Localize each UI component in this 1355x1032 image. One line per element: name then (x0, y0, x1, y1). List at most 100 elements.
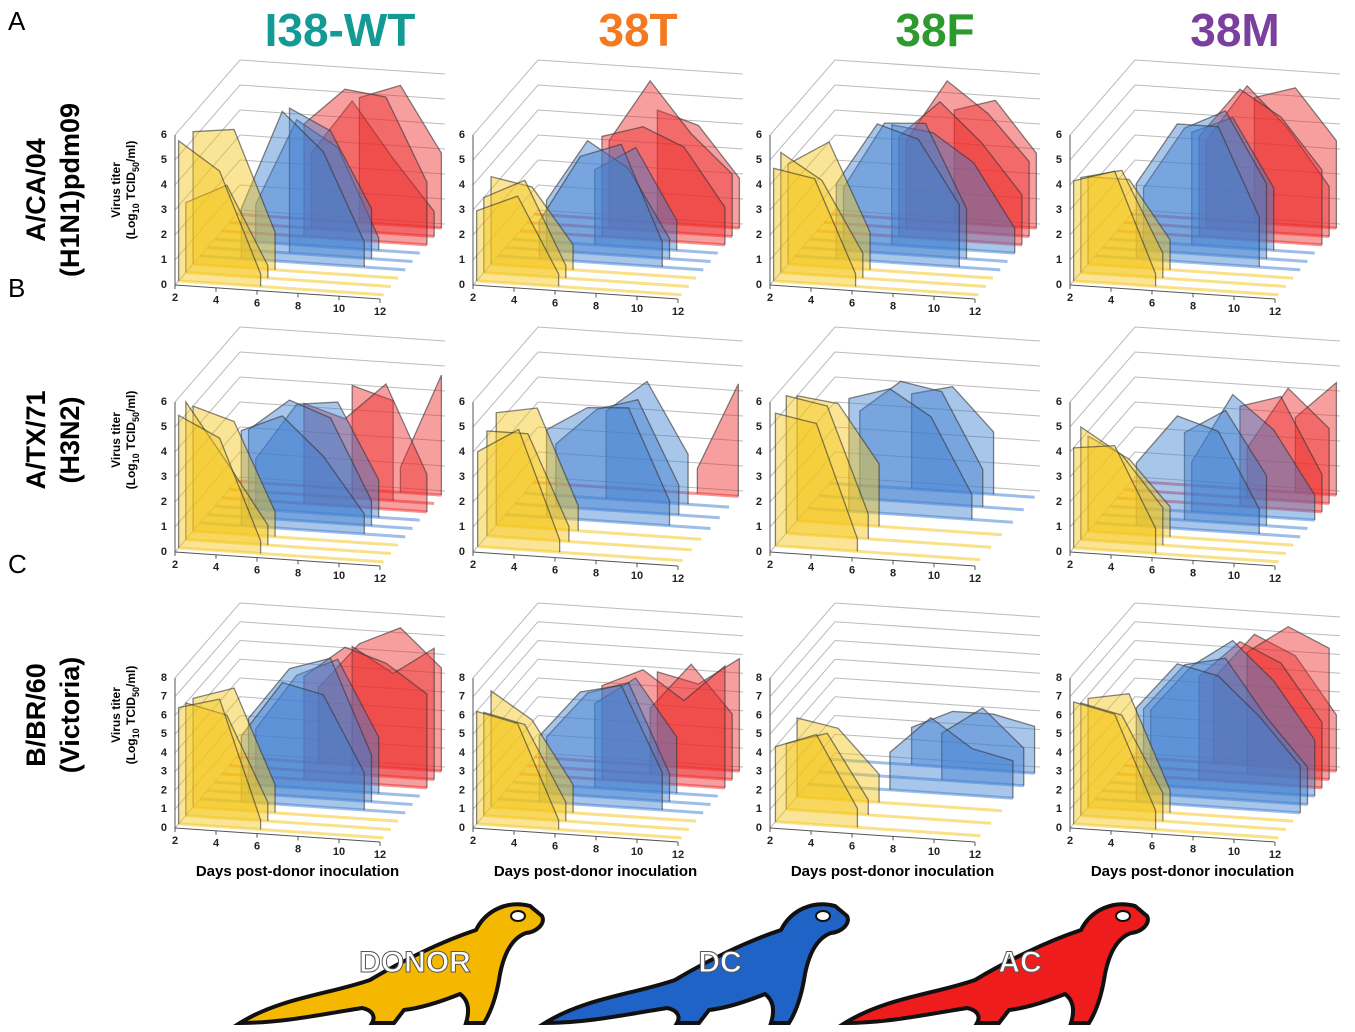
y-axis-label-part: /ml) (124, 666, 138, 687)
column-title: 38M (1190, 4, 1279, 56)
legend-label: AC (998, 946, 1041, 979)
x-tick-label: 8 (593, 300, 599, 312)
panel-letter: B (8, 273, 25, 303)
y-tick-label: 4 (756, 446, 763, 458)
y-tick-label: 2 (1056, 784, 1062, 796)
x-tick-label: 8 (593, 843, 599, 855)
grid-line (770, 603, 1040, 678)
row-label: A/TX/71 (21, 390, 51, 489)
y-tick-label: 3 (756, 204, 762, 216)
row-label: (Victoria) (55, 657, 85, 774)
x-tick-label: 10 (333, 303, 345, 315)
x-tick-label: 2 (767, 292, 773, 304)
y-axis-label-part: (Log (124, 213, 138, 239)
y-tick-label: 1 (756, 803, 762, 815)
y-tick-label: 6 (756, 709, 762, 721)
x-tick-label: 10 (928, 846, 940, 858)
y-tick-label: 2 (1056, 229, 1062, 241)
grid-line (770, 622, 1040, 697)
y-tick-label: 5 (161, 154, 167, 166)
y-tick-label: 5 (756, 154, 762, 166)
y-tick-label: 3 (1056, 204, 1062, 216)
y-tick-label: 2 (459, 496, 465, 508)
x-tick-label: 2 (1067, 292, 1073, 304)
x-tick-label: 4 (1108, 562, 1115, 574)
y-tick-label: 1 (161, 254, 167, 266)
x-tick-label: 6 (552, 841, 558, 853)
y-tick-label: 4 (1056, 446, 1063, 458)
x-tick-label: 12 (1269, 306, 1281, 318)
y-tick-label: 5 (1056, 154, 1062, 166)
x-tick-label: 6 (849, 841, 855, 853)
y-tick-label: 6 (161, 709, 167, 721)
y-tick-label: 3 (161, 766, 167, 778)
y-tick-label: 8 (161, 672, 167, 684)
y-axis-label-part: 50 (131, 162, 141, 172)
grid-line (473, 327, 743, 402)
row-label: B/BR/60 (21, 663, 51, 767)
y-axis-label-part: 50 (131, 412, 141, 422)
figure: I38-WT38T38F38MAA/CA/04(H1N1)pdm09Virus … (0, 0, 1355, 1032)
x-tick-label: 4 (213, 838, 220, 850)
y-tick-label: 2 (161, 496, 167, 508)
x-tick-label: 12 (969, 573, 981, 585)
y-tick-label: 5 (459, 728, 465, 740)
x-tick-label: 10 (1228, 846, 1240, 858)
x-tick-label: 8 (890, 843, 896, 855)
x-tick-label: 12 (969, 306, 981, 318)
x-tick-label: 10 (1228, 303, 1240, 315)
x-tick-label: 12 (672, 573, 684, 585)
y-axis-label-part: TCID (124, 697, 138, 729)
y-tick-label: 8 (756, 672, 762, 684)
y-tick-label: 0 (1056, 822, 1062, 834)
ferret-eye (816, 911, 830, 921)
legend-item: DONOR (240, 904, 543, 1023)
legend-item: DC (545, 904, 848, 1023)
y-tick-label: 3 (161, 204, 167, 216)
x-tick-label: 8 (593, 567, 599, 579)
y-tick-label: 6 (459, 129, 465, 141)
grid-line (770, 641, 1040, 716)
y-tick-label: 1 (459, 803, 465, 815)
y-tick-label: 6 (459, 709, 465, 721)
y-tick-label: 3 (756, 471, 762, 483)
y-tick-label: 1 (1056, 254, 1062, 266)
y-tick-label: 6 (1056, 129, 1062, 141)
y-tick-label: 4 (161, 747, 168, 759)
y-tick-label: 3 (161, 471, 167, 483)
x-tick-label: 12 (374, 306, 386, 318)
x-tick-label: 2 (172, 835, 178, 847)
x-tick-label: 8 (890, 567, 896, 579)
legend-label: DONOR (359, 946, 471, 979)
y-tick-label: 5 (459, 154, 465, 166)
column-title: 38F (895, 4, 974, 56)
x-tick-label: 12 (672, 849, 684, 861)
y-tick-label: 4 (161, 446, 168, 458)
grid-line (1070, 327, 1340, 402)
y-tick-label: 4 (756, 179, 763, 191)
x-tick-label: 12 (672, 306, 684, 318)
y-tick-label: 6 (459, 396, 465, 408)
y-tick-label: 6 (161, 396, 167, 408)
y-tick-label: 2 (756, 229, 762, 241)
y-tick-label: 8 (459, 672, 465, 684)
y-tick-label: 2 (161, 229, 167, 241)
y-tick-label: 0 (161, 279, 167, 291)
y-tick-label: 1 (459, 254, 465, 266)
x-tick-label: 2 (470, 559, 476, 571)
panel-letter: A (8, 6, 26, 36)
legend-item: AC (845, 904, 1148, 1023)
y-axis-label-part: /ml) (124, 391, 138, 412)
x-tick-label: 2 (470, 835, 476, 847)
x-axis-label: Days post-donor inoculation (791, 863, 994, 880)
y-tick-label: 0 (161, 546, 167, 558)
legend-label: DC (698, 946, 741, 979)
y-tick-label: 5 (756, 728, 762, 740)
y-tick-label: 3 (459, 204, 465, 216)
y-tick-label: 4 (1056, 747, 1063, 759)
row-label: A/CA/04 (21, 138, 51, 242)
x-tick-label: 4 (213, 295, 220, 307)
x-tick-label: 10 (928, 303, 940, 315)
x-axis-label: Days post-donor inoculation (494, 863, 697, 880)
x-tick-label: 6 (1149, 841, 1155, 853)
